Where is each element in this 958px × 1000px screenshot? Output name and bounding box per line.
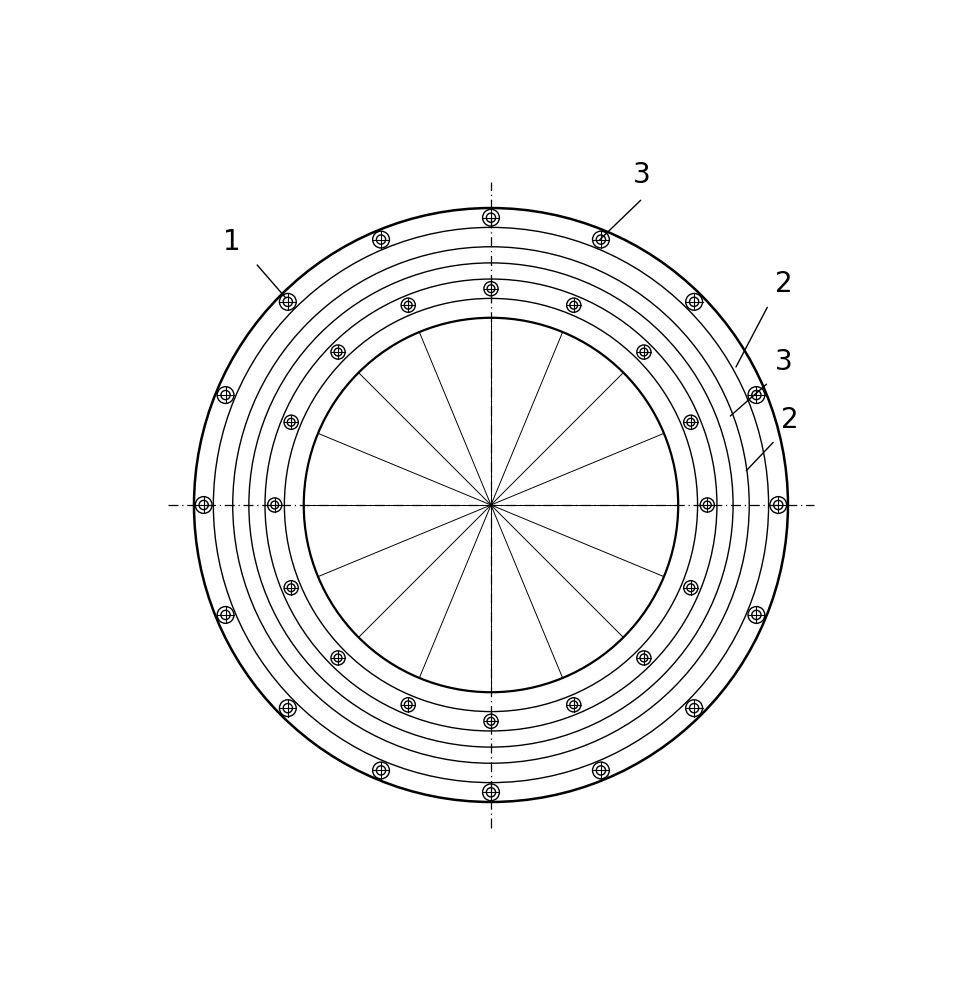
Text: 3: 3	[775, 348, 793, 376]
Text: 3: 3	[633, 161, 650, 189]
Text: 2: 2	[782, 406, 799, 434]
Text: 2: 2	[775, 270, 792, 298]
Text: 1: 1	[223, 228, 240, 256]
